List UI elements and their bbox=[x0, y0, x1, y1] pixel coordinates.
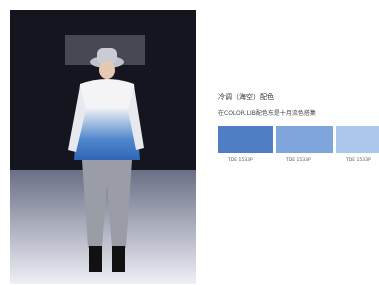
runway-photo bbox=[10, 10, 196, 284]
title: 冷调（海空）配色 bbox=[218, 92, 274, 102]
swatch-label: TDE 1533P bbox=[286, 158, 311, 163]
color-swatch bbox=[218, 126, 273, 153]
page: 冷调（海空）配色 在COLOR.LIB配色东是十月流色搭集 TDE 1533P T… bbox=[0, 0, 379, 285]
subtitle: 在COLOR.LIB配色东是十月流色搭集 bbox=[218, 108, 316, 117]
swatch-label: TDE 1533P bbox=[228, 158, 253, 163]
swatch-label: TDE 1533P bbox=[346, 158, 371, 163]
color-swatch bbox=[336, 126, 379, 153]
color-swatch bbox=[276, 126, 333, 153]
